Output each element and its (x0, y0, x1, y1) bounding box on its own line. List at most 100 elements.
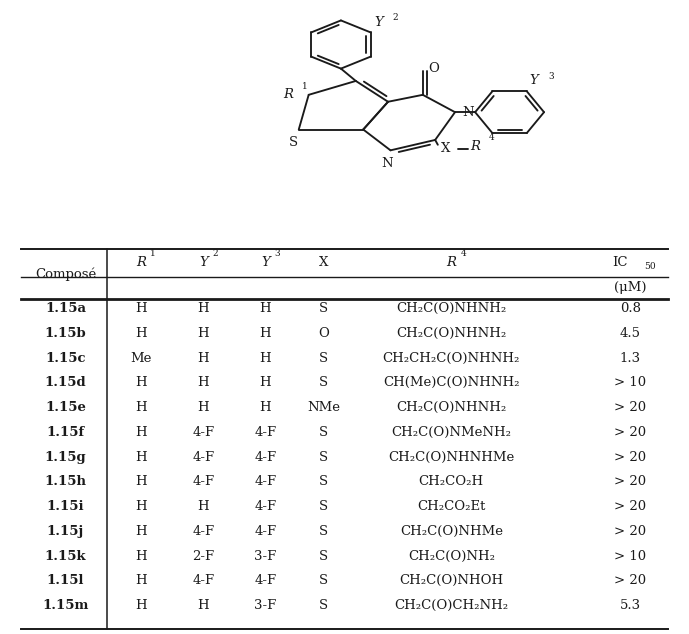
Text: H: H (136, 599, 147, 612)
Text: > 20: > 20 (615, 500, 646, 513)
Text: CH₂C(O)NH₂: CH₂C(O)NH₂ (408, 550, 495, 562)
Text: R: R (283, 88, 294, 101)
Text: 1.15h: 1.15h (45, 476, 86, 488)
Text: > 20: > 20 (615, 525, 646, 538)
Text: O: O (318, 327, 329, 340)
Text: > 20: > 20 (615, 451, 646, 463)
Text: 50: 50 (644, 262, 656, 271)
Text: H: H (260, 327, 271, 340)
Text: R: R (470, 140, 480, 153)
Text: CH₂C(O)NHOH: CH₂C(O)NHOH (399, 574, 504, 587)
Text: 4-F: 4-F (254, 574, 276, 587)
Text: X: X (442, 142, 451, 155)
Text: CH₂CO₂H: CH₂CO₂H (419, 476, 484, 488)
Text: 1.15b: 1.15b (45, 327, 86, 340)
Text: H: H (198, 351, 209, 365)
Text: 1.15d: 1.15d (45, 376, 86, 389)
Text: H: H (260, 376, 271, 389)
Text: R: R (446, 256, 456, 269)
Text: H: H (136, 525, 147, 538)
Text: 1: 1 (302, 82, 307, 91)
Text: S: S (289, 136, 298, 149)
Text: H: H (260, 401, 271, 414)
Text: H: H (198, 500, 209, 513)
Text: H: H (136, 476, 147, 488)
Text: 0.8: 0.8 (620, 302, 641, 315)
Text: 1.15m: 1.15m (42, 599, 89, 612)
Text: O: O (429, 61, 439, 75)
Text: H: H (136, 451, 147, 463)
Text: H: H (198, 401, 209, 414)
Text: H: H (260, 302, 271, 315)
Text: CH₂C(O)CH₂NH₂: CH₂C(O)CH₂NH₂ (394, 599, 508, 612)
Text: Me: Me (130, 351, 152, 365)
Text: 1.15c: 1.15c (45, 351, 85, 365)
Text: (μM): (μM) (614, 281, 647, 294)
Text: S: S (319, 302, 329, 315)
Text: H: H (198, 327, 209, 340)
Text: > 20: > 20 (615, 426, 646, 439)
Text: H: H (136, 302, 147, 315)
Text: > 20: > 20 (615, 476, 646, 488)
Text: 3-F: 3-F (254, 599, 276, 612)
Text: 4-F: 4-F (192, 426, 214, 439)
Text: 1.15l: 1.15l (47, 574, 84, 587)
Text: 2: 2 (393, 13, 398, 22)
Text: H: H (198, 376, 209, 389)
Text: 4-F: 4-F (254, 476, 276, 488)
Text: 1.15a: 1.15a (45, 302, 86, 315)
Text: 1.15k: 1.15k (45, 550, 86, 562)
Text: Y: Y (199, 256, 207, 269)
Text: H: H (260, 351, 271, 365)
Text: CH₂C(O)NHNH₂: CH₂C(O)NHNH₂ (396, 302, 506, 315)
Text: 1.15i: 1.15i (47, 500, 84, 513)
Text: H: H (198, 599, 209, 612)
Text: H: H (136, 574, 147, 587)
Text: H: H (136, 327, 147, 340)
Text: IC: IC (613, 256, 628, 269)
Text: > 10: > 10 (615, 550, 646, 562)
Text: N: N (381, 157, 393, 170)
Text: 2: 2 (212, 249, 218, 258)
Text: 1.15j: 1.15j (47, 525, 84, 538)
Text: 2-F: 2-F (192, 550, 214, 562)
Text: 4-F: 4-F (192, 476, 214, 488)
Text: S: S (319, 500, 329, 513)
Text: H: H (136, 550, 147, 562)
Text: 4-F: 4-F (192, 574, 214, 587)
Text: 4-F: 4-F (254, 500, 276, 513)
Text: 4-F: 4-F (254, 426, 276, 439)
Text: S: S (319, 525, 329, 538)
Text: Y: Y (530, 74, 538, 87)
Text: 1: 1 (150, 249, 156, 258)
Text: CH₂C(O)NHNH₂: CH₂C(O)NHNH₂ (396, 327, 506, 340)
Text: X: X (319, 256, 329, 269)
Text: 4-F: 4-F (254, 525, 276, 538)
Text: S: S (319, 574, 329, 587)
Text: 1.3: 1.3 (620, 351, 641, 365)
Text: 1.15f: 1.15f (46, 426, 85, 439)
Text: > 10: > 10 (615, 376, 646, 389)
Text: > 20: > 20 (615, 401, 646, 414)
Text: S: S (319, 550, 329, 562)
Text: 4-F: 4-F (192, 451, 214, 463)
Text: Y: Y (374, 16, 383, 29)
Text: 4-F: 4-F (192, 525, 214, 538)
Text: 4: 4 (489, 134, 495, 143)
Text: 3: 3 (274, 249, 280, 258)
Text: > 20: > 20 (615, 574, 646, 587)
Text: CH(Me)C(O)NHNH₂: CH(Me)C(O)NHNH₂ (383, 376, 520, 389)
Text: H: H (136, 500, 147, 513)
Text: H: H (136, 376, 147, 389)
Text: 1.15e: 1.15e (45, 401, 86, 414)
Text: S: S (319, 476, 329, 488)
Text: 1.15g: 1.15g (45, 451, 86, 463)
Text: 5.3: 5.3 (620, 599, 641, 612)
Text: CH₂C(O)NHMe: CH₂C(O)NHMe (400, 525, 503, 538)
Text: CH₂C(O)NMeNH₂: CH₂C(O)NMeNH₂ (391, 426, 511, 439)
Text: NMe: NMe (307, 401, 340, 414)
Text: CH₂CH₂C(O)NHNH₂: CH₂CH₂C(O)NHNH₂ (382, 351, 520, 365)
Text: S: S (319, 351, 329, 365)
Text: S: S (319, 426, 329, 439)
Text: CH₂CO₂Et: CH₂CO₂Et (417, 500, 486, 513)
